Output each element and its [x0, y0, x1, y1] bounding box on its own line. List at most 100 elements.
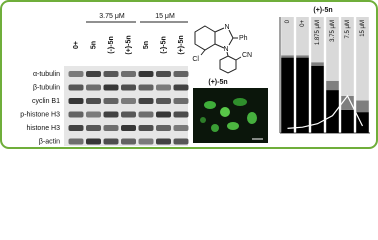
row-label: α-tubulin [33, 71, 60, 78]
band [121, 71, 136, 77]
band [138, 71, 154, 77]
cell [200, 117, 206, 123]
atom: Cl [192, 56, 199, 63]
row-label: histone H3 [27, 125, 61, 132]
bar-segment [356, 112, 369, 133]
category-label: 7.5 μM [345, 20, 351, 38]
band [138, 84, 154, 91]
band [121, 98, 136, 104]
bar-segment [311, 65, 324, 133]
atom: N [223, 46, 228, 53]
category-label: 1.875 μM [315, 20, 321, 45]
atom: N [224, 24, 229, 31]
band [86, 98, 101, 104]
cell [204, 101, 216, 109]
column-label: (+)-5n [125, 35, 132, 54]
bar-segment [326, 90, 339, 133]
band [68, 71, 84, 77]
bar-segment [296, 57, 309, 133]
microscopy-image [193, 88, 268, 143]
bar-segment [311, 17, 324, 63]
category-label: 0+ [300, 20, 306, 27]
band [138, 111, 154, 118]
band [138, 98, 154, 104]
band [156, 138, 171, 145]
band [173, 125, 189, 131]
cell [211, 124, 219, 132]
row-label: p-histone H3 [20, 111, 60, 118]
atom: Ph [239, 35, 248, 42]
compound-label: (+)-5n [208, 79, 227, 86]
row-label: β-actin [39, 138, 60, 145]
bar-segment [281, 17, 294, 56]
band [68, 84, 84, 91]
band [103, 125, 119, 131]
row-label: cyclin B1 [32, 98, 60, 105]
category-label: 15 μM [360, 20, 366, 37]
group-label: 3.75 μM [99, 13, 125, 20]
band [86, 111, 101, 118]
band [173, 138, 189, 145]
chart-title: (+)-5n [313, 7, 332, 14]
bar-segment [356, 17, 369, 101]
band [156, 71, 171, 77]
band [68, 138, 84, 145]
bond [226, 51, 229, 57]
band [121, 125, 136, 131]
band [138, 138, 154, 145]
bar-segment [326, 17, 339, 81]
bond [214, 43, 225, 49]
band [86, 125, 101, 131]
bar-segment [296, 55, 309, 58]
bond [200, 49, 206, 56]
band [121, 84, 136, 91]
band [173, 71, 189, 77]
bar-chart: (+)-5n 0 0+ 1.875 μM 3.75 μM 7.5 μM 15 μM [272, 5, 373, 145]
band [68, 98, 84, 104]
column-label: 5n [90, 41, 97, 49]
column-label: (-)-5n [108, 36, 115, 54]
bar-segment [281, 57, 294, 133]
band [68, 125, 84, 131]
bar-segment [341, 109, 354, 133]
bond [235, 56, 242, 61]
band [156, 98, 171, 104]
band [156, 125, 171, 131]
band [86, 71, 101, 77]
bar-segment [281, 55, 294, 58]
bar-segment [326, 80, 339, 91]
band [138, 125, 154, 131]
bar-segment [296, 17, 309, 56]
category-label: 0 [285, 19, 291, 23]
band [103, 84, 119, 91]
cell [247, 112, 257, 124]
cell [220, 107, 230, 117]
bar-segment [341, 17, 354, 96]
bond [214, 27, 225, 33]
band [173, 111, 189, 118]
blot-background [64, 66, 188, 146]
band [121, 111, 136, 118]
row-label: β-tubulin [33, 84, 60, 91]
column-label: (+)-5n [178, 35, 185, 54]
band [103, 71, 119, 77]
band [121, 138, 136, 145]
atom: CN [242, 52, 252, 59]
band [103, 98, 119, 104]
category-label: 3.75 μM [330, 20, 336, 42]
band [86, 138, 101, 145]
column-label: (-)-5n [160, 36, 167, 54]
line-series [287, 94, 364, 129]
band [156, 84, 171, 91]
cell [227, 122, 239, 130]
band [173, 84, 189, 91]
band [68, 111, 84, 118]
western-blot: 3.75 μM 15 μM 0+ 5n (-)-5n (+)-5n 5n (-)-5n (+… [20, 13, 189, 146]
chemical-structure: N Ph Cl N CN (+)-5n [192, 24, 252, 86]
bar-segment [356, 100, 369, 113]
bar-segment [311, 62, 324, 66]
bar-segment [341, 95, 354, 110]
band [156, 111, 171, 118]
column-label: 0+ [73, 41, 80, 49]
cell [233, 98, 247, 106]
